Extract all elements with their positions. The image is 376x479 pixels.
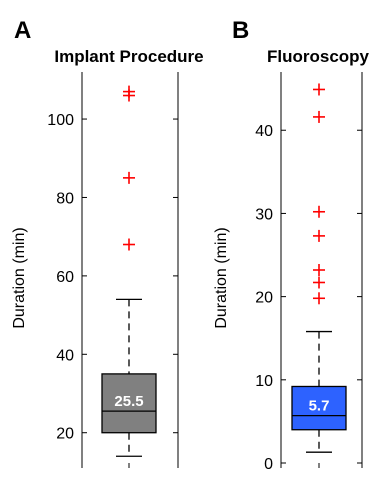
panel-letter: B	[232, 17, 249, 44]
y-axis-label: Duration (min)	[11, 227, 28, 328]
y-tick-label: 30	[255, 206, 273, 223]
outlier-marker	[313, 264, 325, 276]
outlier-marker	[123, 171, 135, 184]
panel-b: B Fluoroscopy Duration (min) 0 10 20 30 40 5.…	[213, 17, 370, 473]
median-label: 5.7	[309, 398, 330, 415]
y-tick-label: 0	[264, 456, 273, 473]
outlier-marker	[313, 83, 325, 96]
outlier-marker	[313, 276, 325, 289]
outlier-marker	[123, 238, 135, 251]
y-tick-label: 20	[255, 290, 273, 307]
outlier-marker	[313, 110, 325, 123]
median-label: 25.5	[114, 393, 143, 410]
y-tick-label: 60	[56, 269, 74, 286]
panel-letter: A	[14, 17, 31, 44]
y-tick-label: 40	[255, 123, 273, 140]
y-tick-label: 40	[56, 347, 74, 364]
outlier-marker	[123, 85, 135, 98]
y-tick-label: 100	[47, 112, 74, 129]
box	[291, 385, 347, 431]
panel-a: A Implant Procedure Duration (min) 20 40 6…	[11, 17, 204, 468]
y-tick-label: 80	[56, 190, 74, 207]
chart-title: Fluoroscopy	[267, 47, 370, 66]
chart-title: Implant Procedure	[54, 47, 203, 66]
y-tick-label: 10	[255, 373, 273, 390]
outlier-marker	[313, 229, 325, 242]
y-axis-label: Duration (min)	[213, 227, 230, 328]
y-tick-label: 20	[56, 426, 74, 443]
outlier-marker	[313, 205, 325, 218]
outlier-marker	[313, 292, 325, 305]
box	[101, 373, 157, 434]
